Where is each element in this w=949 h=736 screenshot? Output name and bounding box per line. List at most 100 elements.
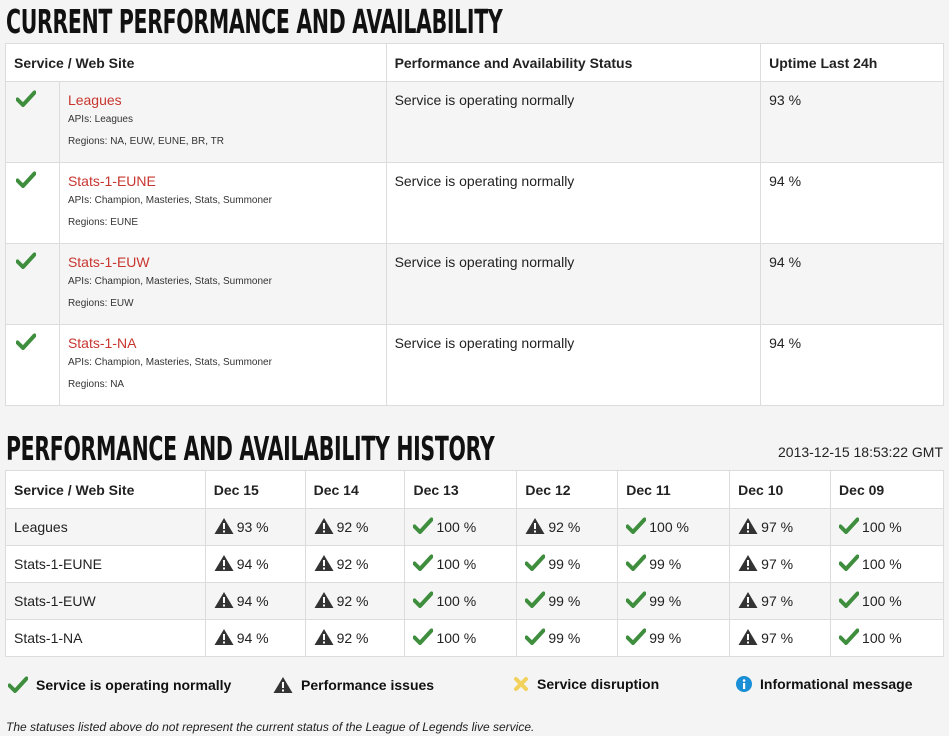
service-regions: Regions: NA, EUW, EUNE, BR, TR	[67, 136, 224, 147]
service-apis: APIs: Champion, Masteries, Stats, Summon…	[67, 195, 272, 206]
status-icon-cell	[5, 162, 60, 244]
service-name: Stats-1-NA	[5, 619, 206, 657]
status-text: Service is operating normally	[385, 162, 762, 244]
check-icon	[15, 171, 37, 191]
history-timestamp: 2013-12-15 18:53:22 GMT	[778, 444, 943, 460]
check-icon	[15, 90, 37, 110]
history-table: Service / Web Site Dec 15 Dec 14 Dec 13 Dec …	[5, 470, 944, 657]
warning-icon	[314, 517, 334, 538]
warning-icon	[314, 628, 334, 649]
check-icon	[15, 252, 37, 272]
history-cell: 92 %	[304, 508, 406, 546]
history-cell: 100 %	[617, 508, 731, 546]
history-cell: 99 %	[617, 545, 731, 583]
uptime-value: 97 %	[761, 556, 794, 572]
history-cell: 100 %	[404, 545, 518, 583]
history-cell: 94 %	[204, 582, 306, 620]
uptime-value: 99 %	[649, 630, 682, 646]
service-link[interactable]: Stats-1-NA	[67, 335, 137, 351]
uptime-value: 94 %	[236, 556, 269, 572]
check-icon	[625, 517, 647, 537]
check-icon	[15, 333, 37, 353]
uptime-value: 99 %	[649, 556, 682, 572]
info-icon	[736, 676, 752, 692]
legend-label: Service disruption	[537, 676, 660, 692]
header-date: Dec 12	[516, 470, 619, 509]
uptime-value: 97 %	[761, 593, 794, 609]
disruption-icon	[513, 676, 529, 692]
uptime-value: 100 %	[862, 556, 902, 572]
uptime-value: 94 %	[760, 324, 944, 406]
uptime-value: 97 %	[761, 630, 794, 646]
table-row: Stats-1-EUW 94 % 92 % 100 % 99 % 99 % 97 % 100 …	[5, 582, 944, 620]
history-cell: 99 %	[617, 619, 731, 657]
history-cell: 100 %	[830, 545, 944, 583]
uptime-value: 93 %	[236, 519, 269, 535]
service-regions: Regions: NA	[67, 379, 125, 390]
service-name: Stats-1-EUNE	[5, 545, 206, 583]
current-status-table: Service / Web Site Performance and Avail…	[5, 43, 944, 406]
table-row: Stats-1-EUNE APIs: Champion, Masteries, S…	[5, 162, 944, 244]
check-icon	[625, 628, 647, 648]
status-text: Service is operating normally	[385, 243, 762, 325]
check-icon	[524, 628, 546, 648]
table-row: Stats-1-NA APIs: Champion, Masteries, Sta…	[5, 324, 944, 406]
status-text: Service is operating normally	[385, 81, 762, 163]
legend: Service is operating normally Performanc…	[8, 676, 943, 698]
warning-icon	[314, 554, 334, 575]
service-link[interactable]: Leagues	[67, 92, 122, 108]
legend-item-performance: Performance issues	[273, 676, 434, 694]
uptime-value: 92 %	[336, 519, 369, 535]
check-icon	[524, 591, 546, 611]
service-apis: APIs: Champion, Masteries, Stats, Summon…	[67, 276, 272, 287]
status-icon-cell	[5, 81, 60, 163]
status-text: Service is operating normally	[385, 324, 762, 406]
current-section-title: CURRENT PERFORMANCE AND AVAILABILITY	[6, 2, 503, 41]
service-apis: APIs: Leagues	[67, 114, 133, 125]
check-icon	[838, 591, 860, 611]
history-cell: 99 %	[516, 619, 619, 657]
header-service: Service / Web Site	[5, 470, 206, 509]
warning-icon	[214, 591, 234, 612]
service-regions: Regions: EUW	[67, 298, 134, 309]
legend-item-info: Informational message	[736, 676, 913, 692]
header-uptime: Uptime Last 24h	[760, 43, 944, 82]
check-icon	[838, 554, 860, 574]
uptime-value: 100 %	[436, 556, 477, 572]
header-service: Service / Web Site	[5, 43, 387, 82]
uptime-value: 100 %	[862, 519, 902, 535]
warning-icon	[273, 676, 293, 694]
table-row: Stats-1-EUW APIs: Champion, Masteries, St…	[5, 243, 944, 325]
history-cell: 100 %	[830, 619, 944, 657]
uptime-value: 100 %	[436, 630, 477, 646]
header-date: Dec 11	[617, 470, 731, 509]
service-cell: Leagues APIs: Leagues Regions: NA, EUW, EU…	[58, 81, 387, 163]
uptime-value: 94 %	[760, 243, 944, 325]
service-name: Leagues	[5, 508, 206, 546]
check-icon	[625, 554, 647, 574]
legend-label: Service is operating normally	[36, 676, 232, 693]
uptime-value: 100 %	[436, 519, 477, 535]
service-apis: APIs: Champion, Masteries, Stats, Summon…	[67, 357, 272, 368]
uptime-value: 94 %	[236, 630, 269, 646]
table-row: Leagues 93 % 92 % 100 % 92 % 100 % 97 % 100 %	[5, 508, 944, 546]
history-cell: 100 %	[404, 508, 518, 546]
legend-item-normal: Service is operating normally	[8, 676, 231, 693]
uptime-value: 92 %	[336, 630, 369, 646]
table-row: Stats-1-NA 94 % 92 % 100 % 99 % 99 % 97 % 100 %	[5, 619, 944, 657]
history-cell: 100 %	[830, 582, 944, 620]
history-cell: 97 %	[729, 582, 832, 620]
uptime-value: 92 %	[336, 556, 369, 572]
uptime-value: 94 %	[760, 162, 944, 244]
service-link[interactable]: Stats-1-EUW	[67, 254, 150, 270]
status-icon-cell	[5, 324, 60, 406]
history-cell: 93 %	[204, 508, 306, 546]
uptime-value: 93 %	[760, 81, 944, 163]
history-cell: 100 %	[404, 619, 518, 657]
warning-icon	[214, 628, 234, 649]
check-icon	[412, 628, 434, 648]
history-cell: 97 %	[729, 508, 832, 546]
service-link[interactable]: Stats-1-EUNE	[67, 173, 156, 189]
uptime-value: 92 %	[548, 519, 581, 535]
history-cell: 97 %	[729, 619, 832, 657]
